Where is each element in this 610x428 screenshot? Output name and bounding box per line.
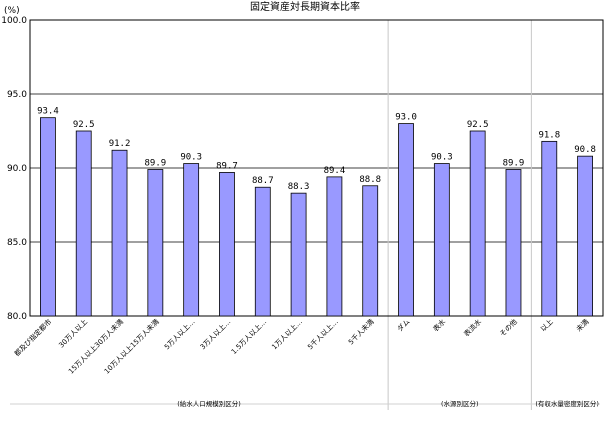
- bar: [290, 192, 307, 317]
- data-label: 88.8: [359, 175, 381, 185]
- y-tick-label: 100.0: [1, 16, 27, 26]
- data-label: 93.0: [395, 113, 417, 123]
- data-label: 92.5: [73, 120, 95, 130]
- data-labels: 93.4 92.5 91.2 89.9 90.3 89.7 88.7 88.3 89.4 88.8…: [37, 107, 596, 192]
- bar: [541, 140, 558, 317]
- data-label: 89.4: [324, 166, 346, 176]
- y-axis-ticks: 80.0 85.0 90.0 95.0 100.0: [1, 16, 27, 322]
- data-label: 90.3: [180, 153, 202, 163]
- bar: [577, 155, 593, 317]
- data-label: 88.3: [288, 182, 310, 192]
- bar: [326, 176, 343, 317]
- bar: [398, 123, 414, 317]
- group-label: (有収水量密度別区分): [535, 399, 599, 408]
- bar: [75, 130, 92, 317]
- bar: [505, 169, 522, 317]
- y-tick-label: 80.0: [7, 312, 27, 322]
- data-label: 90.3: [431, 153, 453, 163]
- y-tick-label: 85.0: [7, 238, 27, 248]
- bars: [40, 117, 593, 317]
- y-tick-label: 90.0: [7, 164, 27, 174]
- data-label: 89.9: [503, 158, 525, 168]
- chart-title: 固定資産対長期資本比率: [250, 0, 360, 13]
- group-separators: [387, 20, 532, 410]
- data-label: 91.2: [109, 139, 131, 149]
- bar: [183, 163, 200, 317]
- bar: [433, 163, 450, 317]
- unit-label: (%): [4, 6, 20, 16]
- bar: [362, 185, 379, 317]
- plot-area: [29, 19, 604, 317]
- bar: [147, 169, 164, 317]
- bar: [219, 172, 235, 317]
- group-label: (給水人口規模別区分): [177, 399, 241, 408]
- data-label: 92.5: [467, 120, 489, 130]
- bar: [254, 186, 271, 317]
- bar: [469, 130, 486, 317]
- bar: [111, 149, 128, 317]
- group-label: (水源別区分): [441, 399, 479, 408]
- data-label: 89.9: [145, 158, 167, 168]
- data-label: 88.7: [252, 176, 274, 186]
- data-label: 89.7: [216, 161, 238, 171]
- bar: [40, 117, 56, 317]
- data-label: 91.8: [538, 130, 560, 140]
- group-labels: (給水人口規模別区分) (水源別区分) (有収水量密度別区分): [177, 399, 599, 408]
- data-label: 93.4: [37, 107, 59, 117]
- y-tick-label: 95.0: [7, 90, 27, 100]
- data-label: 90.8: [574, 145, 596, 155]
